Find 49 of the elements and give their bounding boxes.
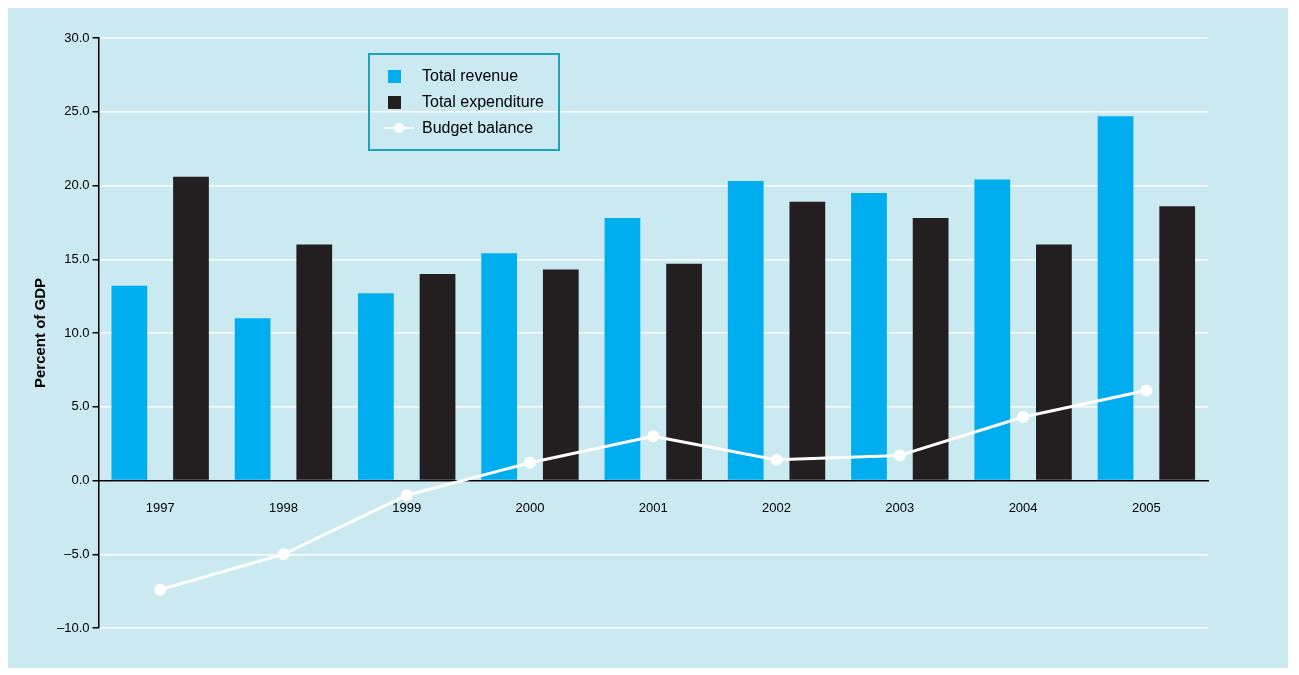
bar: [481, 253, 518, 480]
x-tick-label: 2002: [762, 499, 791, 515]
bar: [111, 285, 148, 480]
point: [277, 548, 290, 561]
x-tick-label: 1997: [145, 499, 175, 515]
point: [1017, 411, 1030, 424]
bar: [727, 181, 764, 480]
point: [647, 430, 660, 443]
x-tick-label: 2000: [515, 499, 545, 515]
y-tick-label: 30.0: [64, 29, 90, 45]
y-tick-label: 25.0: [64, 103, 90, 119]
point: [1140, 384, 1153, 397]
bar: [296, 244, 333, 480]
legend-label: Total expenditure: [422, 92, 544, 112]
y-tick-label: 0.0: [71, 472, 90, 488]
bar: [1159, 206, 1196, 480]
bar: [666, 263, 702, 480]
bar: [604, 217, 641, 480]
x-tick-label: 1998: [268, 499, 298, 515]
point: [893, 449, 906, 462]
x-tick-label: 2004: [1008, 499, 1038, 515]
legend-label: Budget balance: [422, 118, 534, 138]
point: [770, 453, 783, 466]
bar: [419, 274, 456, 480]
y-tick-label: 10.0: [64, 324, 90, 340]
point: [523, 456, 536, 469]
bar: [1097, 116, 1134, 480]
bar: [789, 201, 826, 480]
bar: [974, 179, 1011, 480]
bar: [851, 192, 887, 480]
y-tick-label: –10.0: [56, 619, 90, 635]
x-tick-label: 2001: [638, 499, 668, 515]
point: [400, 489, 413, 502]
bar: [1036, 244, 1072, 480]
bar: [912, 217, 949, 480]
bar: [234, 318, 271, 480]
bar: [173, 176, 209, 480]
legend-label: Total revenue: [422, 66, 519, 86]
y-tick-label: –5.0: [64, 545, 90, 561]
x-tick-label: 2005: [1131, 499, 1161, 515]
y-axis-title: Percent of GDP: [31, 277, 49, 389]
y-tick-label: 20.0: [64, 177, 90, 193]
point: [154, 583, 167, 596]
bar: [358, 293, 394, 480]
x-tick-label: 2003: [885, 499, 915, 515]
y-tick-label: 15.0: [64, 250, 90, 266]
bar: [542, 269, 579, 480]
y-tick-label: 5.0: [71, 398, 90, 414]
x-tick-label: 1999: [392, 499, 422, 515]
